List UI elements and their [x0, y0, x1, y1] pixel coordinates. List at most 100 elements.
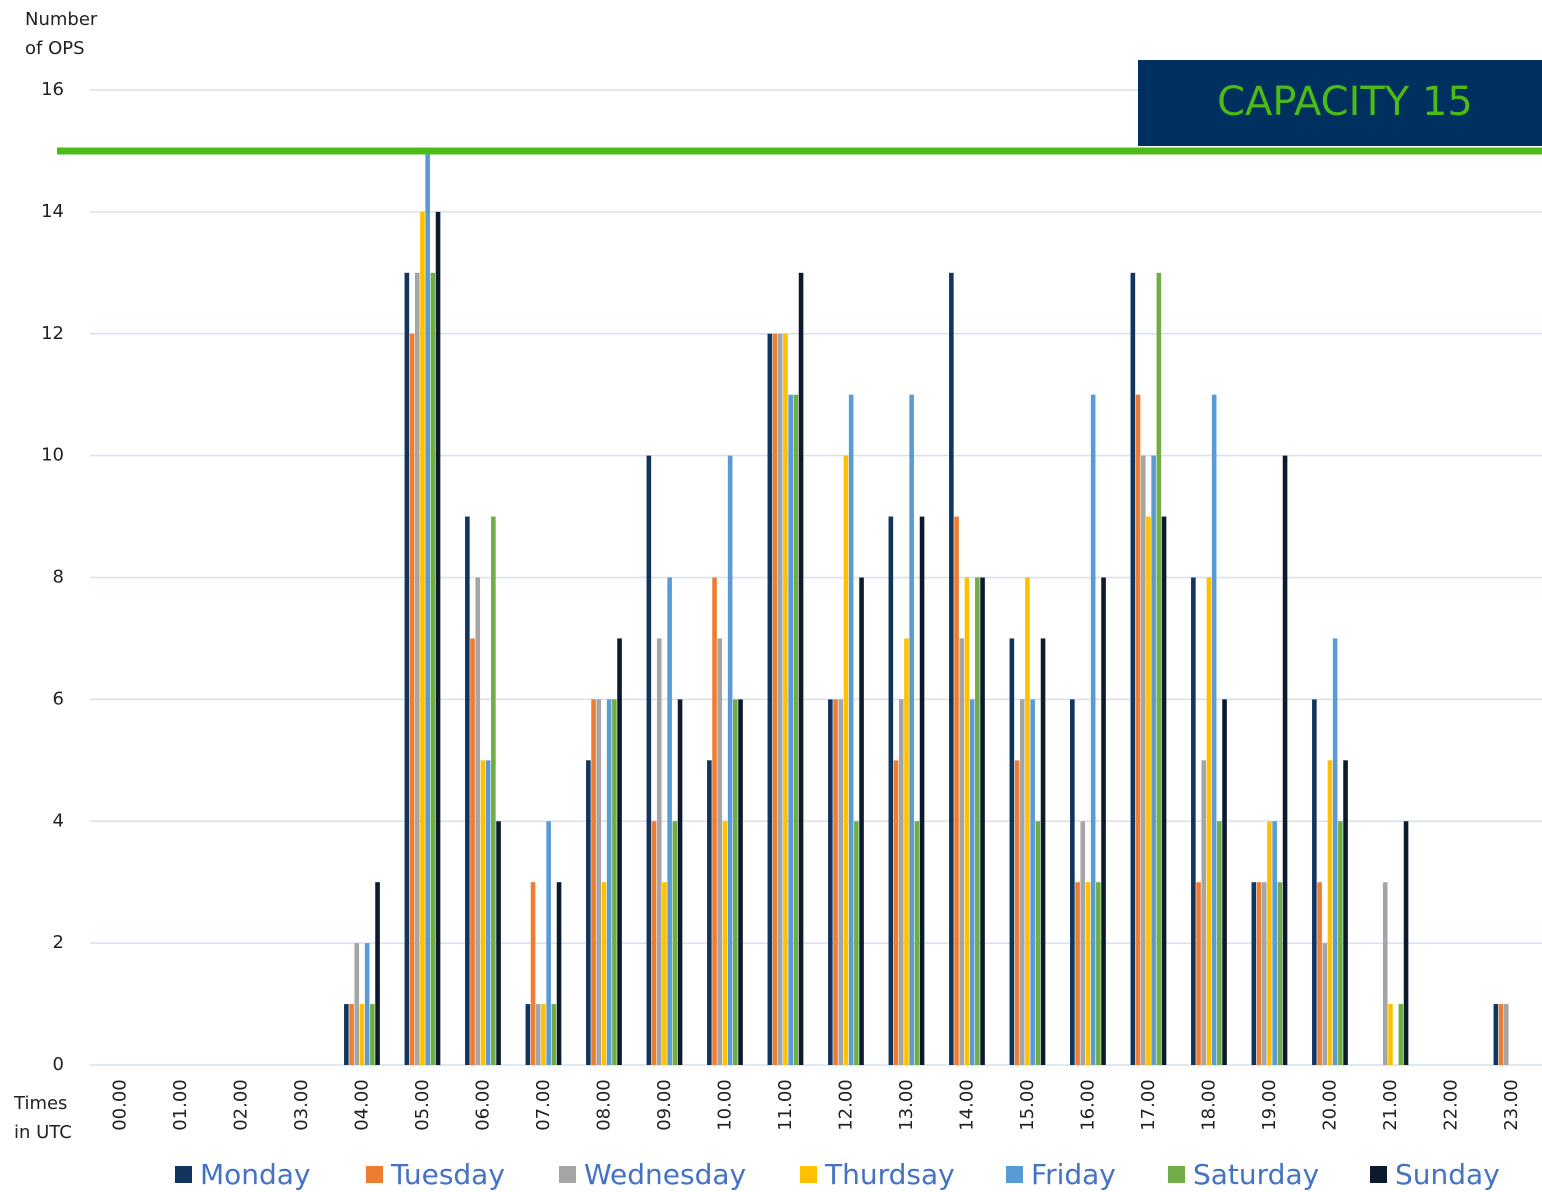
bar: [586, 760, 591, 1065]
bar: [848, 394, 854, 1065]
x-tick-label: 10.00: [714, 1079, 735, 1131]
bar: [546, 821, 551, 1065]
legend-label: Thurdsay: [824, 1158, 955, 1191]
bar: [914, 821, 920, 1065]
bar: [1025, 577, 1030, 1065]
bar: [617, 638, 622, 1065]
y-tick-label: 8: [53, 567, 64, 588]
bar: [646, 455, 652, 1065]
bar: [1272, 821, 1277, 1065]
bar: [1096, 882, 1101, 1065]
legend-label: Sunday: [1395, 1158, 1500, 1191]
bar: [470, 638, 475, 1065]
bar: [364, 943, 370, 1065]
bar: [656, 638, 662, 1065]
bar: [854, 821, 859, 1065]
bar: [1191, 577, 1196, 1065]
x-tick-label: 11.00: [775, 1079, 796, 1131]
x-axis-label: in UTC: [14, 1122, 72, 1143]
bar: [1135, 394, 1141, 1065]
bar: [909, 394, 914, 1065]
bar: [1398, 1004, 1404, 1065]
bar: [672, 821, 678, 1065]
bar: [651, 821, 657, 1065]
x-tick-label: 18.00: [1198, 1079, 1219, 1131]
x-tick-label: 04.00: [351, 1079, 372, 1131]
bar: [430, 272, 436, 1065]
bar: [1211, 394, 1217, 1065]
bar: [1317, 882, 1322, 1065]
bar: [717, 638, 723, 1065]
bar: [712, 577, 717, 1065]
bar: [783, 333, 788, 1065]
bar: [1090, 394, 1096, 1065]
bar: [969, 699, 975, 1065]
bar: [1140, 455, 1146, 1065]
bar: [530, 882, 536, 1065]
bar: [949, 272, 954, 1065]
y-tick-label: 12: [41, 323, 64, 344]
bar: [465, 516, 470, 1065]
bar: [1256, 882, 1262, 1065]
bar: [677, 699, 683, 1065]
bar: [904, 638, 909, 1065]
x-axis-label: Times: [13, 1093, 67, 1114]
bar: [722, 821, 728, 1065]
legend-swatch: [800, 1166, 817, 1183]
y-tick-label: 2: [53, 932, 64, 953]
y-axis-label: of OPS: [25, 38, 85, 59]
bar: [733, 699, 738, 1065]
bar: [591, 699, 596, 1065]
legend-label: Tuesday: [390, 1158, 505, 1191]
legend-label: Friday: [1031, 1158, 1116, 1191]
bar: [1156, 272, 1162, 1065]
capacity-box: [1138, 60, 1542, 146]
x-tick-label: 21.00: [1380, 1079, 1401, 1131]
bar: [612, 699, 617, 1065]
bar: [798, 272, 804, 1065]
x-tick-label: 13.00: [896, 1079, 917, 1131]
bar: [551, 1004, 557, 1065]
bar: [1388, 1004, 1393, 1065]
bar: [843, 455, 849, 1065]
x-tick-label: 20.00: [1319, 1079, 1340, 1131]
bar: [535, 1004, 541, 1065]
x-tick-label: 19.00: [1259, 1079, 1280, 1131]
x-tick-label: 06.00: [472, 1079, 493, 1131]
x-tick-label: 03.00: [291, 1079, 312, 1131]
bar: [1040, 638, 1046, 1065]
legend-swatch: [559, 1166, 576, 1183]
x-tick-label: 02.00: [230, 1079, 251, 1131]
y-tick-label: 14: [41, 201, 64, 222]
bar: [485, 760, 491, 1065]
bar: [541, 1004, 546, 1065]
bar: [606, 699, 612, 1065]
bar: [1327, 760, 1333, 1065]
bar: [1080, 821, 1086, 1065]
bar: [954, 516, 959, 1065]
y-tick-label: 6: [53, 688, 64, 709]
bar: [1343, 760, 1348, 1065]
bar: [980, 577, 985, 1065]
bar: [375, 882, 380, 1065]
bar: [1282, 455, 1288, 1065]
legend-swatch: [1370, 1166, 1387, 1183]
bar: [777, 333, 783, 1065]
bar: [349, 1004, 354, 1065]
bar: [828, 699, 833, 1065]
bar: [525, 1004, 531, 1065]
bar: [1217, 821, 1222, 1065]
bar: [838, 699, 844, 1065]
x-tick-label: 12.00: [835, 1079, 856, 1131]
bar: [480, 760, 486, 1065]
bar: [1201, 760, 1207, 1065]
y-tick-label: 4: [53, 810, 64, 831]
bar: [344, 1004, 349, 1065]
bar: [788, 394, 793, 1065]
bar: [975, 577, 980, 1065]
bar: [898, 699, 904, 1065]
bar: [1019, 699, 1025, 1065]
bar: [1332, 638, 1338, 1065]
bar: [475, 577, 481, 1065]
x-tick-label: 17.00: [1138, 1079, 1159, 1131]
